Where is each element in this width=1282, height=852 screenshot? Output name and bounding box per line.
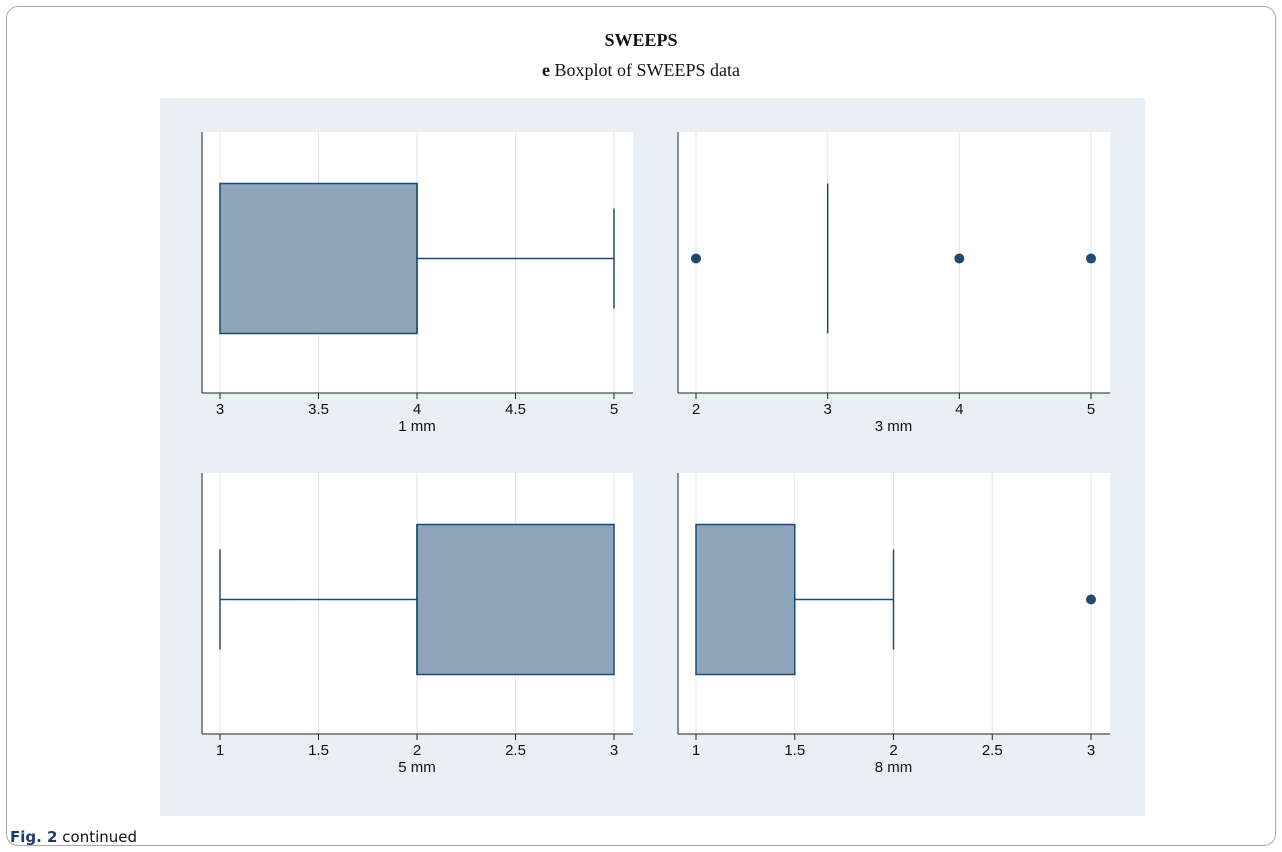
panel-3: 1 1.5 2 2.5 3 5 mm	[202, 473, 633, 776]
x-tick-label: 2	[889, 742, 897, 759]
x-tick-label: 3	[823, 401, 831, 418]
outlier-point	[1086, 595, 1096, 605]
panel-4: 1 1.5 2 2.5 3 8 mm	[678, 473, 1110, 776]
caption-figref: Fig. 2	[10, 828, 57, 846]
x-tick-label: 4	[413, 401, 421, 418]
x-tick-label: 3	[216, 401, 224, 418]
x-tick-label: 2.5	[982, 742, 1003, 759]
x-tick-label: 3	[610, 742, 618, 759]
x-tick-label: 5	[1087, 401, 1095, 418]
x-axis-label: 5 mm	[398, 759, 436, 776]
outlier-point	[691, 254, 701, 264]
x-tick-label: 1	[692, 742, 700, 759]
x-tick-label: 5	[610, 401, 618, 418]
x-tick-label: 4.5	[505, 401, 526, 418]
x-axis-label: 8 mm	[875, 759, 913, 776]
outlier-point	[1086, 254, 1096, 264]
box	[417, 525, 614, 675]
x-tick-label: 4	[955, 401, 963, 418]
x-tick-label: 1	[216, 742, 224, 759]
figure-caption: Fig. 2 continued	[10, 828, 137, 846]
outlier-point	[954, 254, 964, 264]
panel-2: 2 3 4 5 3 mm	[678, 132, 1110, 435]
x-tick-label: 1.5	[308, 742, 329, 759]
caption-text: continued	[62, 828, 137, 846]
x-tick-label: 2.5	[505, 742, 526, 759]
x-axis-label: 3 mm	[875, 418, 913, 435]
x-tick-label: 2	[692, 401, 700, 418]
panel-background	[678, 132, 1110, 393]
x-tick-label: 3.5	[308, 401, 329, 418]
x-tick-label: 3	[1087, 742, 1095, 759]
x-axis-label: 1 mm	[398, 418, 436, 435]
x-tick-label: 2	[413, 742, 421, 759]
box	[220, 184, 417, 334]
panel-1: 3 3.5 4 4.5 5 1 mm	[202, 132, 633, 435]
box	[696, 525, 795, 675]
x-tick-label: 1.5	[784, 742, 805, 759]
